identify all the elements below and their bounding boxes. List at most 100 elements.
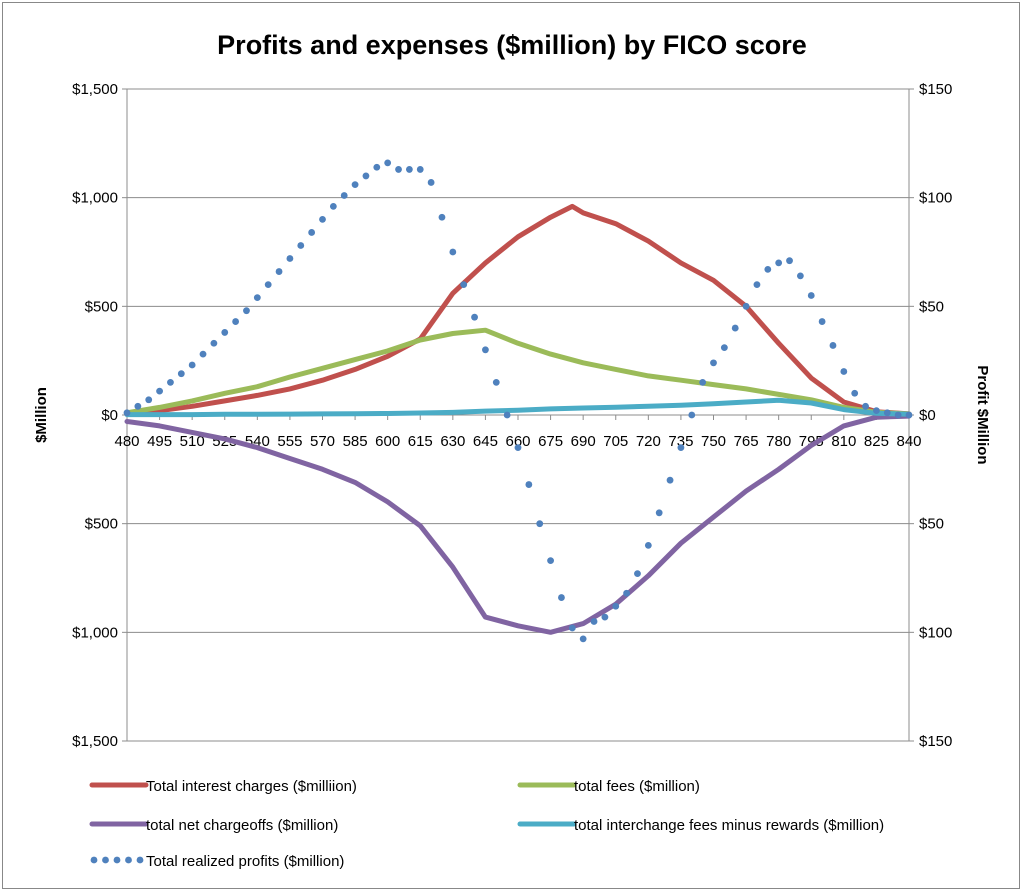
data-point xyxy=(677,444,685,451)
data-point xyxy=(807,292,815,299)
x-tick-label: 675 xyxy=(538,433,563,450)
x-tick-label: 765 xyxy=(734,433,759,450)
y-tick-label: $1,500 xyxy=(72,733,118,750)
data-point xyxy=(753,281,761,288)
series-5 xyxy=(123,159,913,643)
x-tick-label: 555 xyxy=(277,433,302,450)
data-point xyxy=(558,594,565,601)
series-line xyxy=(124,203,912,417)
data-point xyxy=(514,444,522,451)
legend-label: Total realized profits ($million) xyxy=(146,853,344,870)
data-point xyxy=(764,265,772,273)
series-line xyxy=(124,413,912,635)
legend-label: total fees ($million) xyxy=(574,778,700,795)
y2-tick-label: $150 xyxy=(919,81,952,98)
y2-tick-label: $50 xyxy=(919,516,944,533)
data-point xyxy=(438,213,446,221)
x-tick-label: 570 xyxy=(310,433,335,450)
data-point xyxy=(492,379,500,386)
x-tick-label: 735 xyxy=(668,433,693,450)
x-tick-label: 615 xyxy=(408,433,433,450)
data-point xyxy=(699,379,707,386)
y-tick-label: $1,000 xyxy=(72,190,118,207)
data-point xyxy=(862,402,869,410)
data-point xyxy=(243,307,250,315)
data-point xyxy=(471,313,478,321)
y-tick-label: $500 xyxy=(85,516,118,533)
data-point xyxy=(612,602,620,610)
data-point xyxy=(775,259,783,267)
y-tick-label: $500 xyxy=(85,298,118,315)
x-tick-label: 840 xyxy=(896,433,921,450)
x-tick-label: 645 xyxy=(473,433,498,450)
legend-swatch xyxy=(113,856,121,864)
data-point xyxy=(167,379,174,386)
data-point xyxy=(123,409,131,417)
series-line xyxy=(124,397,912,418)
y2-tick-label: $150 xyxy=(919,733,952,750)
legend-item: Total realized profits ($million) xyxy=(90,853,344,870)
gridlines xyxy=(127,88,909,742)
legend-label: total net chargeoffs ($million) xyxy=(146,817,338,834)
y-tick-label: $1,500 xyxy=(72,81,118,98)
x-tick-label: 720 xyxy=(636,433,661,450)
data-point xyxy=(199,350,207,358)
data-point xyxy=(601,613,609,621)
series-line xyxy=(124,327,912,417)
data-point xyxy=(395,166,402,173)
data-point xyxy=(818,318,826,325)
data-point xyxy=(460,281,468,288)
data-point xyxy=(894,411,902,419)
data-point xyxy=(688,411,696,419)
data-point xyxy=(308,229,316,236)
data-point xyxy=(547,557,554,565)
data-point xyxy=(840,368,848,375)
data-point xyxy=(590,618,598,625)
y2-tick-label: $100 xyxy=(919,190,952,207)
data-point xyxy=(710,359,717,367)
y2-tick-label: $50 xyxy=(919,298,944,315)
data-point xyxy=(221,329,229,336)
x-tick-label: 630 xyxy=(440,433,465,450)
y-tick-label: $0 xyxy=(101,407,118,424)
legend-swatch xyxy=(102,856,109,864)
legend: Total interest charges ($milliion) total … xyxy=(89,778,884,870)
data-point xyxy=(905,411,913,419)
series-1 xyxy=(124,203,912,417)
series-3 xyxy=(124,413,912,635)
y2-axis-label: Profit $Million xyxy=(974,365,991,464)
data-point xyxy=(362,172,370,180)
legend-swatch xyxy=(90,856,98,864)
data-point xyxy=(188,361,196,369)
legend-swatch xyxy=(125,856,132,864)
x-tick-label: 750 xyxy=(701,433,726,450)
data-point xyxy=(786,257,793,265)
data-point xyxy=(373,163,381,171)
data-point xyxy=(319,216,326,223)
legend-label: Total interest charges ($milliion) xyxy=(146,778,357,795)
data-point xyxy=(655,509,663,517)
y2-tick-label: $100 xyxy=(919,624,952,641)
legend-item: Total interest charges ($milliion) xyxy=(89,778,357,795)
y-axis-label: $Million xyxy=(33,387,50,443)
data-point xyxy=(297,242,305,249)
data-point xyxy=(275,268,283,275)
x-tick-label: 495 xyxy=(147,433,172,450)
x-tick-label: 825 xyxy=(864,433,889,450)
data-point xyxy=(416,166,424,173)
legend-item: total net chargeoffs ($million) xyxy=(89,817,338,834)
x-tick-label: 585 xyxy=(343,433,368,450)
y-tick-label: $1,000 xyxy=(72,624,118,641)
data-point xyxy=(449,248,457,256)
data-point xyxy=(177,370,185,378)
data-point xyxy=(851,389,859,397)
data-point xyxy=(731,324,739,332)
data-point xyxy=(286,255,294,262)
data-point xyxy=(579,635,587,643)
x-tick-label: 795 xyxy=(799,433,824,450)
x-tick-label: 690 xyxy=(571,433,596,450)
data-point xyxy=(525,481,533,488)
data-point xyxy=(482,346,489,354)
data-point xyxy=(503,411,511,419)
